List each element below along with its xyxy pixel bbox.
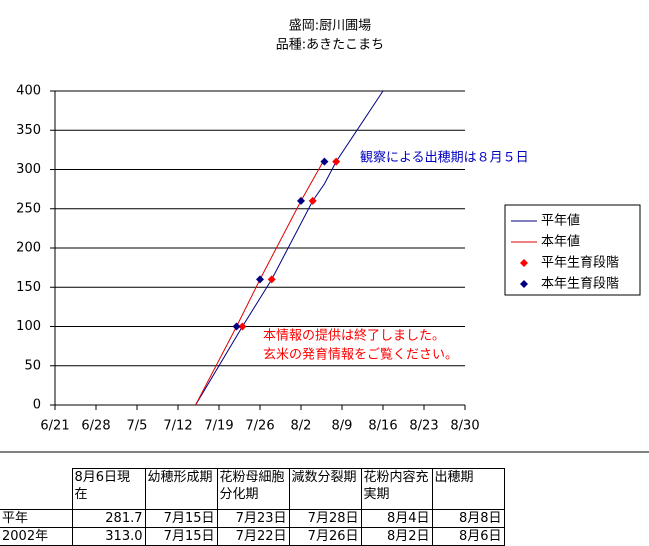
x-tick-label: 8/2 — [291, 419, 312, 434]
x-tick-label: 7/19 — [204, 419, 233, 434]
x-tick-label: 6/28 — [81, 419, 110, 434]
table-row: 平年 281.7 7月15日 7月23日 7月28日 8月4日 8月8日 — [0, 509, 505, 528]
x-tick-label: 6/21 — [40, 419, 69, 434]
table-cell: 7月15日 — [144, 527, 218, 546]
table-cell: 花粉母細胞分化期 — [216, 468, 290, 510]
y-tick-label: 350 — [16, 123, 41, 138]
table-header: 8月6日現在 幼穂形成期 花粉母細胞分化期 減数分裂期 花粉内容充実期 出穂期 — [0, 468, 505, 510]
legend-label: 本年生育段階 — [541, 276, 619, 292]
x-tick-label: 8/30 — [450, 419, 479, 434]
legend-swatch — [520, 280, 528, 288]
table-cell: 花粉内容充実期 — [360, 468, 433, 510]
table-cell: 7月15日 — [144, 509, 218, 528]
x-tick-label: 7/12 — [163, 419, 192, 434]
y-tick-label: 300 — [16, 162, 41, 177]
annotation: 玄米の発育情報をご覧ください。 — [263, 347, 458, 363]
table-cell — [0, 468, 73, 510]
legend-label: 平年生育段階 — [541, 255, 619, 271]
table-cell: 8月6日 — [431, 527, 505, 546]
table-cell: 8月8日 — [431, 509, 505, 528]
chart-title: 盛岡:厨川圃場 — [289, 19, 371, 34]
table-cell: 平年 — [0, 509, 73, 528]
table-cell: 減数分裂期 — [288, 468, 362, 510]
table-cell: 313.0 — [71, 527, 146, 546]
table-cell: 出穂期 — [431, 468, 505, 510]
x-tick-label: 7/26 — [245, 419, 274, 434]
point — [256, 275, 264, 284]
table-cell: 幼穂形成期 — [144, 468, 218, 510]
table-cell: 7月23日 — [216, 509, 290, 528]
legend-swatch — [520, 259, 528, 267]
x-tick-label: 8/16 — [368, 419, 397, 434]
x-tick-label: 8/9 — [332, 419, 353, 434]
legend-label: 本年値 — [541, 234, 580, 250]
table-cell: 7月28日 — [288, 509, 362, 528]
table-row: 2002年 313.0 7月15日 7月22日 7月26日 8月2日 8月6日 — [0, 527, 505, 546]
annotation: 本情報の提供は終了しました。 — [263, 328, 445, 344]
y-tick-label: 0 — [33, 398, 41, 413]
stage-table: 8月6日現在 幼穂形成期 花粉母細胞分化期 減数分裂期 花粉内容充実期 出穂期 平年 281.… — [0, 468, 505, 546]
annotation: 観察による出穂期は８月５日 — [360, 151, 529, 166]
y-tick-label: 50 — [24, 358, 41, 373]
table-cell: 7月26日 — [288, 527, 362, 546]
point — [232, 322, 241, 331]
y-tick-label: 250 — [16, 201, 41, 216]
point — [238, 322, 247, 331]
x-tick-label: 7/5 — [127, 419, 148, 434]
point — [297, 196, 305, 205]
y-tick-label: 200 — [16, 241, 41, 256]
table-cell: 8月6日現在 — [71, 468, 146, 510]
table-cell: 8月2日 — [360, 527, 433, 546]
y-tick-label: 150 — [16, 280, 41, 295]
chart-subtitle: 品種:あきたこまち — [276, 37, 384, 53]
table-cell: 8月4日 — [360, 509, 433, 528]
table-cell: 7月22日 — [216, 527, 290, 546]
y-tick-label: 100 — [16, 319, 41, 334]
y-tick-label: 400 — [16, 84, 41, 99]
table-cell: 2002年 — [0, 527, 73, 546]
x-tick-label: 8/23 — [409, 419, 438, 434]
legend-label: 平年値 — [541, 213, 580, 229]
point — [332, 157, 341, 166]
table-cell: 281.7 — [71, 509, 146, 528]
point — [267, 275, 276, 284]
point — [320, 157, 329, 166]
legend-box — [504, 204, 641, 296]
point — [308, 196, 317, 205]
